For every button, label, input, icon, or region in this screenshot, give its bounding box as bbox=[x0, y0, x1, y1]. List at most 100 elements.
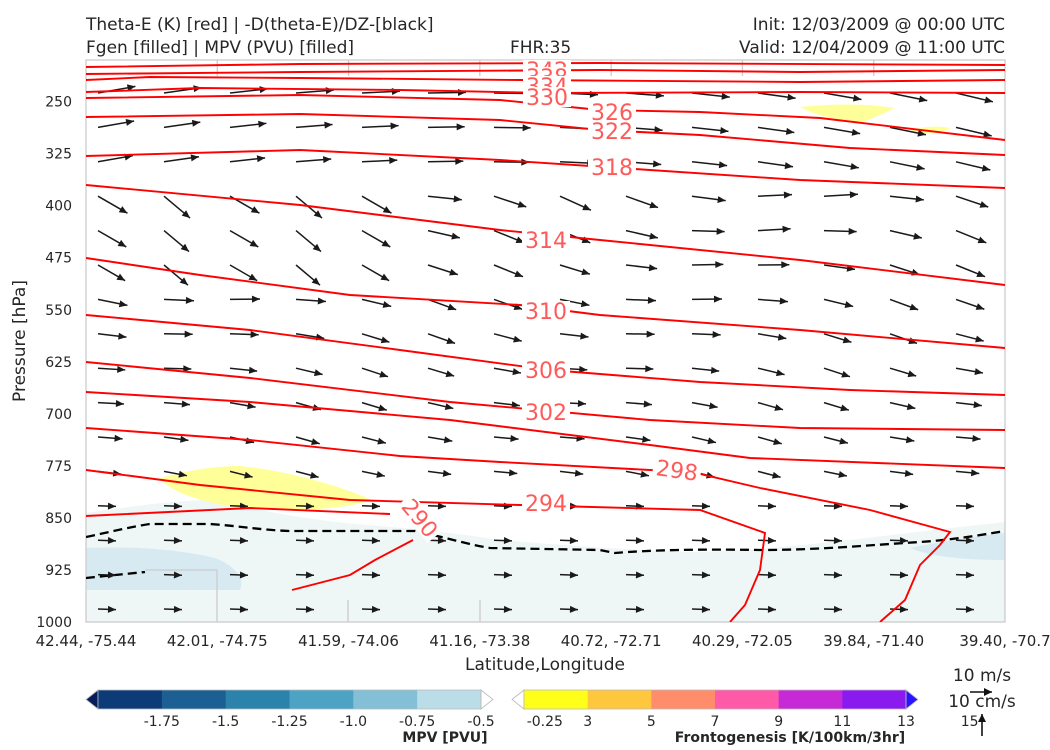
wind-vector-head bbox=[173, 502, 182, 510]
wind-vector-head bbox=[239, 537, 248, 545]
wind-vector-head bbox=[443, 436, 453, 444]
wind-vector-head bbox=[437, 571, 446, 579]
theta-e-contour-labels: 3423383343303263223183143103063022982942… bbox=[396, 59, 703, 543]
mpv-colorbar-label: MPV [PVU] bbox=[402, 730, 487, 746]
wind-vector-head bbox=[118, 332, 127, 340]
wind-vector-head bbox=[844, 301, 854, 308]
wind-vector-head bbox=[381, 239, 391, 247]
wind-vector-head bbox=[190, 154, 199, 162]
wind-vector-head bbox=[185, 296, 194, 304]
theta-e-contour bbox=[86, 469, 767, 622]
theta-e-contour bbox=[86, 113, 1005, 156]
wind-vector-head bbox=[244, 471, 253, 479]
wind-vector-head bbox=[522, 124, 531, 132]
colorbar-segment bbox=[651, 690, 716, 709]
wind-vector-head bbox=[648, 264, 658, 272]
colorbar-segment bbox=[161, 690, 227, 709]
wind-vector-head bbox=[774, 404, 784, 411]
wind-vector-head bbox=[173, 571, 182, 579]
theta-e-label: 294 bbox=[525, 492, 567, 517]
theta-e-label: 314 bbox=[525, 229, 567, 254]
mpv-blue-region-left bbox=[86, 547, 242, 590]
wind-vector-head bbox=[785, 127, 795, 135]
wind-vector-head bbox=[965, 571, 974, 579]
wind-vector-head bbox=[503, 537, 512, 545]
colorbar-tick-label: -1.75 bbox=[144, 714, 180, 730]
theta-e-label: 318 bbox=[591, 156, 633, 181]
wind-vector-head bbox=[976, 270, 986, 277]
contour-label-knockout bbox=[588, 102, 636, 122]
wind-reference-w-head bbox=[978, 714, 986, 722]
wind-vector-head bbox=[701, 502, 710, 510]
colorbar-tick-label: 5 bbox=[647, 714, 656, 730]
contour-label-knockout bbox=[651, 456, 703, 484]
x-tick-label: 42.44, -75.44 bbox=[36, 632, 137, 650]
colorbar-tick-label: -0.25 bbox=[527, 714, 563, 730]
theta-e-contour bbox=[86, 62, 1005, 68]
wind-reference-key: 10 m/s 10 cm/s bbox=[948, 666, 1016, 736]
y-tick-label: 250 bbox=[45, 95, 72, 111]
wind-vector-head bbox=[717, 196, 726, 204]
title-left-line1: Theta-E (K) [red] | -D(theta-E)/DZ-[blac… bbox=[86, 15, 434, 35]
wind-vector-head bbox=[379, 370, 388, 378]
wind-vector-head bbox=[916, 163, 925, 171]
colorbar-segment bbox=[417, 690, 482, 709]
wind-reference-w-label: 10 cm/s bbox=[948, 692, 1016, 712]
wind-vector-head bbox=[981, 164, 991, 172]
contour-label-knockout bbox=[522, 493, 570, 513]
wind-vector-head bbox=[456, 123, 465, 131]
wind-vector-head bbox=[312, 243, 322, 252]
theta-e-contour bbox=[291, 539, 414, 591]
colorbar-segment bbox=[98, 690, 163, 709]
wind-vector-head bbox=[309, 471, 319, 479]
wind-vector-head bbox=[125, 118, 135, 126]
wind-vector-head bbox=[767, 502, 776, 510]
wind-vector-head bbox=[779, 297, 788, 305]
wind-vector-head bbox=[701, 571, 710, 579]
wind-vector-head bbox=[569, 537, 578, 545]
wind-vector-head bbox=[446, 337, 456, 344]
wind-vector-head bbox=[305, 605, 314, 613]
colorbar-tick-label: 3 bbox=[583, 714, 592, 730]
wind-vector-head bbox=[643, 400, 652, 408]
wind-vector-head bbox=[848, 227, 857, 235]
wind-vector-head bbox=[642, 435, 651, 443]
wind-vector-head bbox=[511, 401, 520, 409]
colorbar-segment bbox=[842, 690, 907, 709]
wind-vector-head bbox=[833, 537, 842, 545]
wind-vector-head bbox=[437, 605, 446, 613]
wind-vector-head bbox=[107, 571, 116, 579]
colorbar-frame bbox=[523, 689, 907, 710]
contour-label-knockout bbox=[523, 87, 571, 107]
x-tick-label: 40.72, -72.71 bbox=[561, 632, 662, 650]
wind-vector-head bbox=[767, 537, 776, 545]
wind-vector-head bbox=[382, 301, 392, 308]
wind-vector-head bbox=[579, 365, 588, 373]
wind-vector-head bbox=[508, 469, 518, 477]
theta-e-label: 330 bbox=[526, 86, 568, 111]
wind-vector-head bbox=[380, 336, 390, 344]
wind-vector-head bbox=[256, 155, 266, 163]
theta-e-contour bbox=[86, 257, 1005, 349]
wind-vector-head bbox=[899, 571, 908, 579]
valid-time: Valid: 12/04/2009 @ 11:00 UTC bbox=[739, 38, 1005, 58]
wind-vector-head bbox=[965, 502, 974, 510]
theta-e-label: 322 bbox=[591, 120, 633, 145]
wind-vector-head bbox=[707, 437, 717, 445]
wind-vector-head bbox=[311, 438, 320, 445]
wind-vector-head bbox=[455, 157, 464, 165]
y-tick-label: 625 bbox=[45, 355, 72, 371]
wind-vector-head bbox=[445, 370, 455, 378]
x-tick-label: 41.16, -73.38 bbox=[429, 632, 530, 650]
theta-e-label: 310 bbox=[525, 300, 567, 325]
wind-vector-head bbox=[517, 201, 527, 208]
wind-vector-head bbox=[787, 93, 796, 101]
y-tick-label: 400 bbox=[45, 199, 72, 215]
init-time: Init: 12/03/2009 @ 00:00 UTC bbox=[752, 15, 1005, 35]
colorbar-segment bbox=[225, 690, 290, 709]
contour-label-knockout bbox=[522, 230, 570, 250]
colorbar-tick-label: -0.5 bbox=[467, 714, 494, 730]
wind-vector-head bbox=[701, 537, 710, 545]
wind-vector-head bbox=[437, 537, 446, 545]
